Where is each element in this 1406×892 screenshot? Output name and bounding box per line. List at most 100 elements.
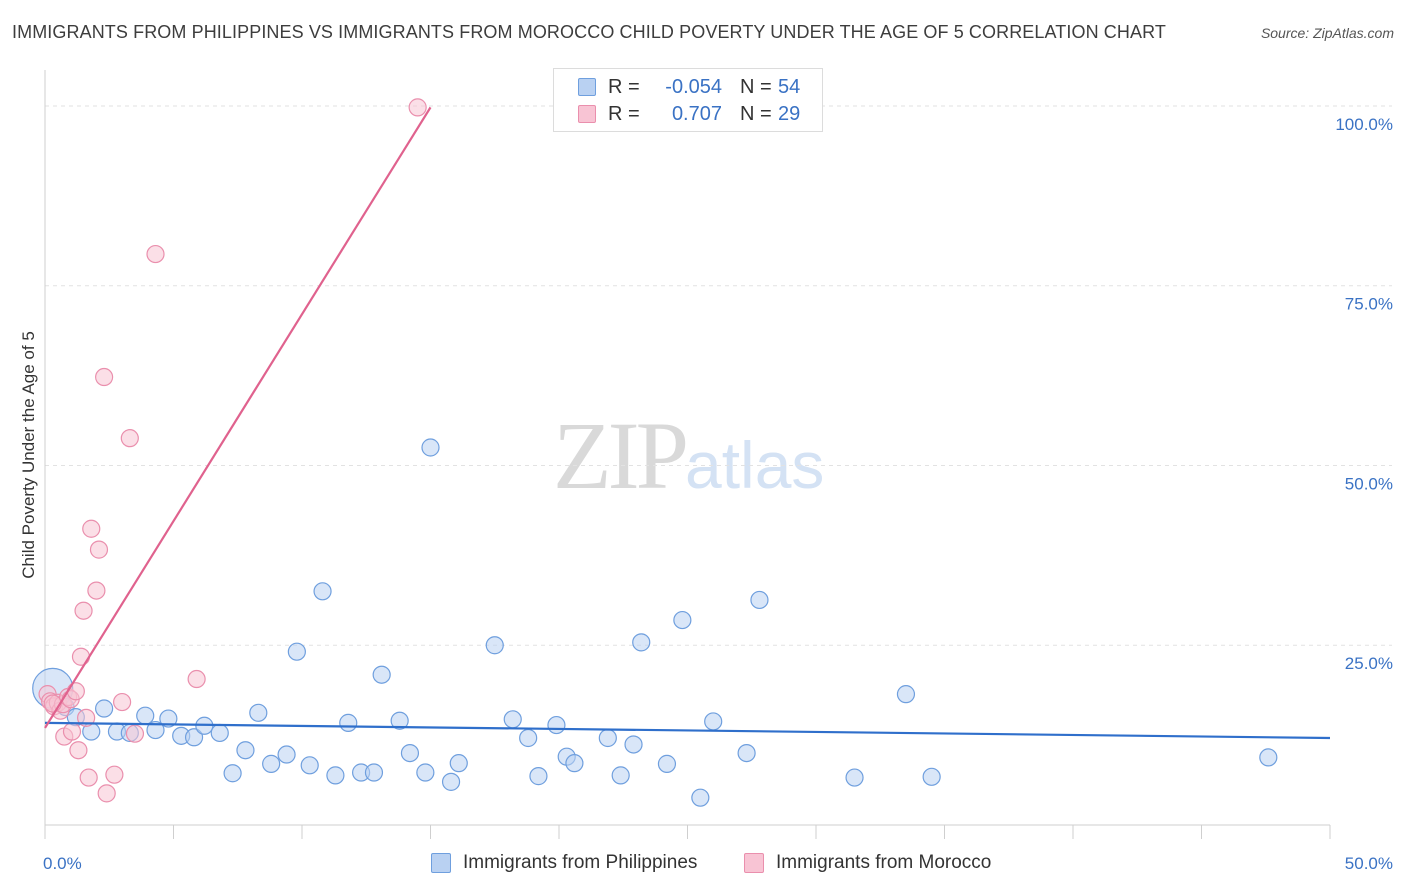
source-credit: Source: ZipAtlas.com xyxy=(1260,25,1394,41)
point-morocco xyxy=(87,581,106,600)
point-philippines xyxy=(485,636,504,655)
point-philippines xyxy=(339,713,358,732)
point-philippines xyxy=(326,766,345,785)
series-legend: Immigrants from Philippines Immigrants f… xyxy=(0,852,1406,878)
legend-r-label: R = xyxy=(608,75,640,98)
y-axis-label: Child Poverty Under the Age of 5 xyxy=(19,331,38,579)
legend-swatch-philippines xyxy=(578,78,596,96)
point-philippines xyxy=(896,685,916,704)
y-tick-label: 50.0% xyxy=(1345,474,1393,493)
point-philippines xyxy=(624,735,643,754)
tick-labels: 25.0% 50.0% 75.0% 100.0% 0.0% 50.0% xyxy=(43,115,1393,873)
point-philippines xyxy=(598,728,617,748)
point-morocco xyxy=(120,429,139,448)
point-morocco xyxy=(146,244,165,264)
point-philippines xyxy=(691,788,710,807)
legend-n-label: N = xyxy=(740,102,772,125)
point-philippines xyxy=(611,766,630,785)
point-philippines xyxy=(503,710,522,729)
legend-swatch-morocco xyxy=(744,853,764,873)
point-philippines xyxy=(704,712,723,731)
legend-label-philippines: Immigrants from Philippines xyxy=(463,852,698,873)
legend-swatch-morocco xyxy=(578,105,596,123)
legend-item-morocco[interactable]: Immigrants from Morocco xyxy=(744,852,991,874)
point-morocco xyxy=(74,601,93,620)
point-morocco xyxy=(187,669,206,689)
point-morocco xyxy=(82,519,101,538)
point-philippines xyxy=(95,699,114,718)
series-morocco xyxy=(38,98,427,803)
legend-swatch-philippines xyxy=(431,853,451,873)
point-philippines xyxy=(136,706,155,725)
point-philippines xyxy=(845,768,864,787)
point-philippines xyxy=(364,763,384,782)
legend-label-morocco: Immigrants from Morocco xyxy=(776,852,992,873)
point-philippines xyxy=(390,711,409,730)
legend-r-label: R = xyxy=(608,102,640,125)
point-philippines xyxy=(416,763,435,782)
legend-n-value: 29 xyxy=(778,102,801,125)
series-philippines xyxy=(32,438,1278,807)
legend-r-value: -0.054 xyxy=(665,75,722,98)
point-morocco xyxy=(71,647,91,666)
point-philippines xyxy=(287,642,306,661)
y-tick-label: 25.0% xyxy=(1345,654,1393,673)
point-philippines xyxy=(184,728,204,747)
point-philippines xyxy=(750,590,769,610)
point-morocco xyxy=(408,98,427,117)
trend-lines xyxy=(44,106,1331,740)
point-philippines xyxy=(372,665,391,684)
point-morocco xyxy=(105,765,124,784)
legend-r-value: 0.707 xyxy=(671,102,722,125)
point-morocco xyxy=(95,367,114,387)
point-morocco xyxy=(89,540,109,559)
point-philippines xyxy=(313,582,332,601)
point-morocco xyxy=(112,692,132,712)
point-philippines xyxy=(673,610,692,630)
gridlines xyxy=(45,105,1392,646)
point-philippines xyxy=(632,633,651,652)
watermark-zip: ZIP xyxy=(553,402,689,509)
correlation-legend: R = -0.054 N = 54 R = 0.707 N = 29 xyxy=(553,68,823,132)
point-morocco xyxy=(79,768,98,787)
point-morocco xyxy=(77,708,96,727)
point-philippines xyxy=(262,754,281,773)
legend-n-value: 54 xyxy=(778,75,801,98)
x-tick-label: 0.0% xyxy=(43,854,82,873)
point-philippines xyxy=(737,743,756,763)
point-philippines xyxy=(547,715,566,735)
point-philippines xyxy=(300,756,319,775)
point-philippines xyxy=(529,767,548,786)
point-morocco xyxy=(69,741,88,760)
watermark-atlas: atlas xyxy=(685,428,825,502)
point-philippines xyxy=(922,767,941,786)
y-tick-label: 100.0% xyxy=(1335,115,1393,134)
point-philippines xyxy=(400,743,420,763)
point-philippines xyxy=(159,709,178,728)
point-philippines xyxy=(210,723,229,743)
point-philippines xyxy=(449,754,468,773)
legend-row-philippines: R = -0.054 N = 54 xyxy=(578,74,800,100)
point-philippines xyxy=(277,745,296,764)
legend-item-philippines[interactable]: Immigrants from Philippines xyxy=(431,852,697,874)
point-philippines xyxy=(657,754,677,773)
axes xyxy=(44,70,1331,839)
point-philippines xyxy=(146,720,165,740)
point-philippines xyxy=(1259,748,1278,767)
trend-line-morocco xyxy=(44,106,432,729)
point-morocco xyxy=(125,724,145,743)
legend-n-label: N = xyxy=(740,75,772,98)
point-philippines xyxy=(249,703,268,722)
point-philippines xyxy=(565,754,584,773)
y-tick-label: 75.0% xyxy=(1345,295,1393,314)
legend-row-morocco: R = 0.707 N = 29 xyxy=(578,101,800,127)
point-philippines xyxy=(236,741,255,760)
point-morocco xyxy=(62,722,82,741)
point-morocco xyxy=(97,784,116,803)
point-philippines xyxy=(519,728,538,748)
point-morocco xyxy=(66,682,85,701)
point-philippines xyxy=(223,764,242,783)
point-philippines xyxy=(421,438,440,457)
chart-title: IMMIGRANTS FROM PHILIPPINES VS IMMIGRANT… xyxy=(12,22,1166,42)
